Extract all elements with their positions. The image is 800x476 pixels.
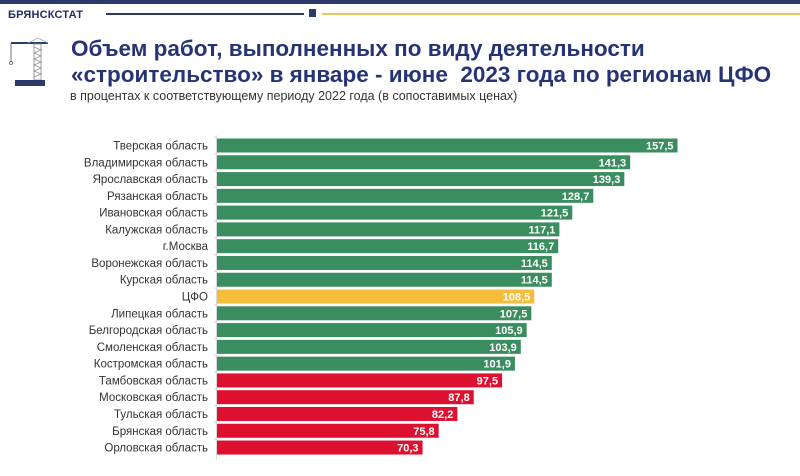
bar (217, 255, 552, 270)
bar (217, 406, 458, 421)
category-label: Московская область (99, 392, 208, 404)
bar (217, 323, 527, 338)
data-label: 101,9 (483, 359, 511, 371)
category-label: Калужская область (105, 224, 208, 236)
top-border (0, 0, 800, 4)
data-label: 141,3 (599, 157, 627, 169)
header-rule-blue (106, 13, 304, 15)
data-label: 108,5 (503, 292, 531, 304)
data-label: 75,8 (413, 426, 434, 438)
bar (217, 339, 521, 354)
data-label: 103,9 (489, 342, 517, 354)
bar (217, 423, 439, 438)
data-label: 107,5 (500, 308, 528, 320)
category-label: Ярославская область (93, 174, 208, 186)
category-label: Ивановская область (99, 208, 208, 220)
category-label: Тамбовская область (99, 375, 208, 387)
category-label: Тульская область (114, 409, 208, 421)
data-label: 70,3 (397, 443, 418, 455)
category-label: Рязанская область (107, 191, 208, 203)
category-label: Смоленская область (97, 342, 208, 354)
data-label: 87,8 (448, 392, 469, 404)
data-label: 114,5 (521, 275, 548, 287)
data-label: 105,9 (495, 325, 523, 337)
bar (217, 205, 573, 220)
bar (217, 188, 594, 203)
category-label: Костромская область (94, 359, 208, 371)
bar (217, 373, 503, 388)
bar (217, 239, 559, 254)
data-label: 117,1 (528, 224, 555, 236)
category-label: Воронежская область (91, 258, 208, 270)
bar (217, 222, 560, 237)
bar (217, 138, 678, 153)
category-label: г.Москва (163, 241, 209, 253)
data-label: 97,5 (477, 375, 498, 387)
chart-subtitle: в процентах к соответствующему периоду 2… (70, 89, 518, 103)
category-label: Орловская область (104, 443, 208, 455)
category-label: Владимирская область (84, 157, 208, 169)
bar (217, 390, 474, 405)
header-rule-square (309, 9, 316, 17)
data-label: 121,5 (541, 208, 569, 220)
category-label: Курская область (120, 275, 208, 287)
bar (217, 272, 552, 287)
brand-name: БРЯНСКСТАТ (8, 9, 84, 21)
category-label: Брянская область (112, 426, 208, 438)
data-label: 116,7 (527, 241, 554, 253)
bar (217, 306, 532, 321)
category-label: ЦФО (182, 292, 208, 304)
title-line-1: Объем работ, выполненных по виду деятель… (71, 36, 645, 61)
crane-icon (9, 38, 49, 86)
title-line-2: «строительство» в январе - июне 2023 год… (71, 62, 772, 87)
chart-title: Объем работ, выполненных по виду деятель… (71, 36, 771, 88)
bar (217, 356, 515, 371)
category-label: Тверская область (113, 141, 208, 153)
category-label: Липецкая область (111, 308, 208, 320)
data-label: 128,7 (562, 191, 590, 203)
data-label: 157,5 (646, 141, 674, 153)
data-label: 114,5 (521, 258, 548, 270)
bar (217, 172, 625, 187)
bar (217, 289, 535, 304)
bar (217, 440, 423, 455)
header-rule-gold (322, 13, 800, 15)
data-label: 139,3 (593, 174, 621, 186)
category-label: Белгородская область (89, 325, 208, 337)
bar (217, 155, 631, 170)
data-label: 82,2 (432, 409, 453, 421)
